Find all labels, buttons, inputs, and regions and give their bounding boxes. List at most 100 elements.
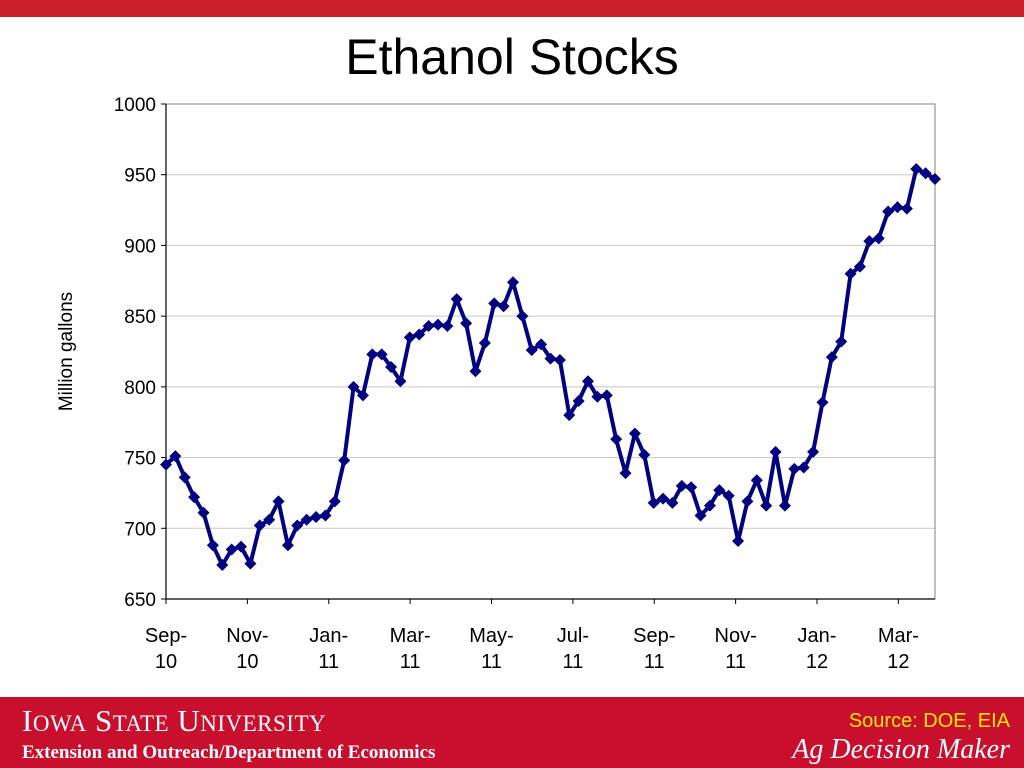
data-point [788,462,801,475]
data-point [544,352,557,365]
data-point [863,235,876,248]
data-point [778,499,791,512]
data-point [685,481,698,494]
data-point [366,348,379,361]
data-point [853,260,866,273]
data-point [835,335,848,348]
source-credit: Source: DOE, EIA [848,710,1010,732]
x-tick-label: Nov-11 [715,625,757,673]
data-point [919,167,932,180]
data-point [188,491,201,504]
data-point [441,320,454,333]
x-tick-label: Sep-10 [145,625,187,673]
data-point [600,389,613,402]
data-point [516,310,529,323]
data-point [732,535,745,548]
data-point [497,300,510,313]
y-tick-label: 900 [124,236,156,257]
x-tick-label: May-11 [469,625,513,673]
data-point [825,351,838,364]
data-point [769,445,782,458]
data-point [413,328,426,341]
data-point [450,293,463,306]
data-point [385,361,398,374]
data-point [178,471,191,484]
data-point [900,202,913,215]
university-name: IOWA STATE UNIVERSITY [22,703,327,738]
data-point [469,365,482,378]
data-point [816,396,829,409]
y-tick-label: 650 [124,590,156,611]
x-tick-label: Mar-12 [878,625,919,673]
data-point [675,479,688,492]
data-point [478,337,491,350]
brand-name: Ag Decision Maker [792,734,1010,765]
y-tick-label: 1000 [114,95,156,116]
data-point [713,484,726,497]
data-point [347,380,360,393]
y-tick-label: 950 [124,166,156,187]
data-point [244,557,257,570]
data-point [797,461,810,474]
data-point [206,539,219,552]
data-point [582,375,595,388]
data-point [844,267,857,280]
data-point [910,163,923,176]
data-point [310,510,323,523]
data-point [891,201,904,214]
data-point [319,509,332,522]
data-point [741,495,754,508]
data-point [225,543,238,556]
data-point [638,448,651,461]
x-tick-label: Jan-12 [798,625,837,673]
data-point [328,495,341,508]
data-point [160,458,172,471]
data-point [216,559,229,572]
data-point [591,390,604,403]
plot-area-border [165,103,936,600]
x-tick-label: Sep-11 [633,625,675,673]
data-point [572,395,585,407]
data-point [375,348,388,361]
data-point [422,320,435,333]
data-point [563,409,576,422]
data-point [300,513,313,526]
x-tick-label: Jul-11 [557,625,589,673]
data-point [760,499,773,512]
data-point [657,492,670,505]
data-point [169,450,182,463]
slide-title: Ethanol Stocks [345,29,679,85]
data-point [666,496,679,509]
data-point [628,427,641,440]
data-point [272,495,285,508]
ethanol-stocks-chart: 650 700 750 800 850 900 950 1000 Sep-10 Nov-10 Jan… [56,95,941,673]
data-point [535,338,548,351]
footer-bar [0,697,1024,768]
data-point [253,519,266,532]
x-tick-label: Mar-11 [390,625,431,673]
data-point [403,331,416,344]
data-point [610,433,623,446]
data-point [197,506,210,519]
data-point [750,474,763,487]
data-point [807,445,820,458]
data-point [722,489,735,502]
top-accent-bar [0,0,1024,17]
department-name: Extension and Outreach/Department of Eco… [22,742,436,763]
y-axis-title: Million gallons [56,292,77,411]
data-point [619,467,632,480]
y-tick-label: 850 [124,307,156,328]
y-tick-label: 800 [124,378,156,399]
data-point [872,232,885,245]
data-point [356,389,369,402]
data-point [506,276,519,289]
data-point [263,513,276,526]
data-point [525,344,538,357]
data-point [647,496,660,509]
data-point [553,353,566,366]
x-tick-label: Jan-11 [309,625,348,673]
data-point [488,297,501,310]
data-point [394,375,407,388]
data-point [882,205,895,218]
data-point [460,317,473,330]
